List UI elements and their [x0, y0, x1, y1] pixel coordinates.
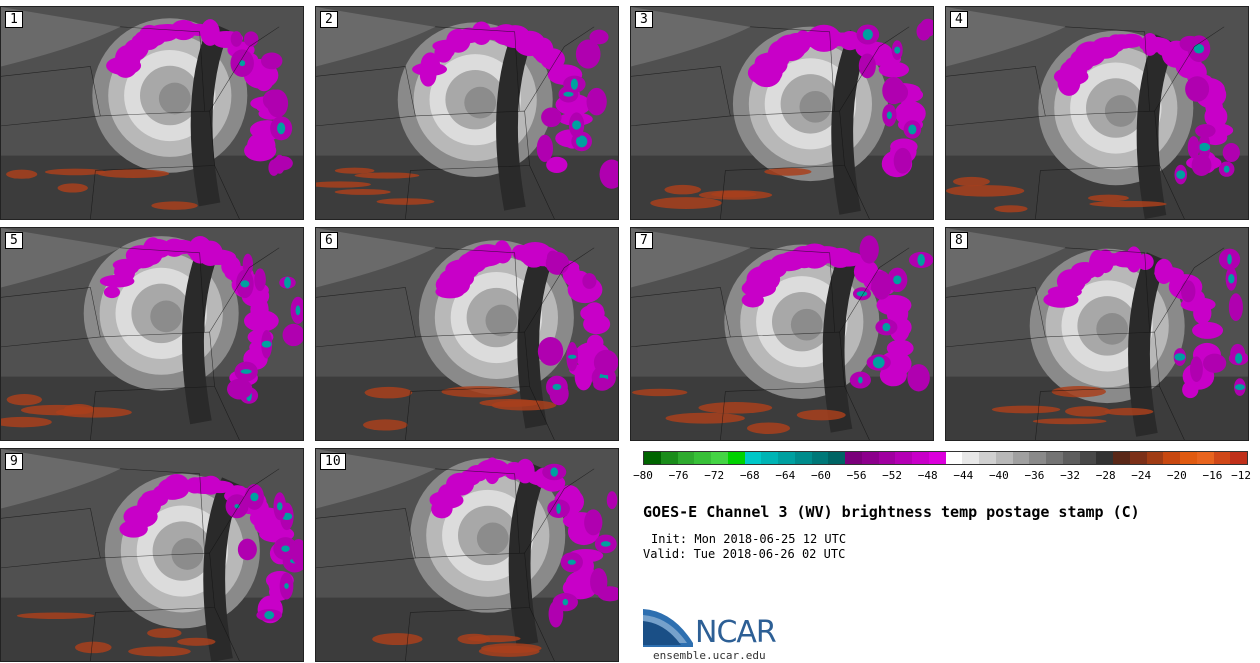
- colorbar-swatch: [644, 452, 661, 464]
- colorbar-swatch: [727, 452, 745, 464]
- panel-10: 10: [315, 448, 619, 662]
- colorbar-swatch: [1079, 452, 1097, 464]
- colorbar-tick-label: −32: [1060, 469, 1080, 482]
- colorbar-swatch: [1129, 452, 1147, 464]
- colorbar-swatch: [979, 452, 996, 464]
- colorbar-tick-label: −52: [882, 469, 903, 482]
- panel-number: 10: [320, 453, 346, 470]
- colorbar-tick-label: −72: [704, 469, 725, 482]
- colorbar-swatch: [878, 452, 896, 464]
- colorbar: [643, 451, 1248, 465]
- satellite-map: [631, 7, 933, 219]
- colorbar-swatch: [1146, 452, 1164, 464]
- satellite-map: [316, 449, 618, 661]
- colorbar-swatch: [861, 452, 879, 464]
- colorbar-swatch: [1196, 452, 1214, 464]
- colorbar-tick-label: −40: [988, 469, 1009, 482]
- panel-number: 4: [950, 11, 968, 28]
- satellite-map: [946, 7, 1248, 219]
- satellite-map: [316, 228, 618, 440]
- satellite-map: [631, 228, 933, 440]
- colorbar-swatch: [1163, 452, 1180, 464]
- panel-4: 4: [945, 6, 1249, 220]
- colorbar-swatch: [912, 452, 929, 464]
- colorbar-tick-label: −76: [668, 469, 689, 482]
- colorbar-swatch: [1180, 452, 1197, 464]
- colorbar-swatch: [1046, 452, 1063, 464]
- panel-2: 2: [315, 6, 619, 220]
- ncar-swoosh-icon: [643, 609, 693, 647]
- panel-8: 8: [945, 227, 1249, 441]
- panel-number: 8: [950, 232, 968, 249]
- colorbar-swatch: [995, 452, 1013, 464]
- colorbar-swatch: [677, 452, 695, 464]
- colorbar-tick-label: −64: [775, 469, 796, 482]
- colorbar-swatch: [794, 452, 812, 464]
- ncar-logo-text: NCAR: [695, 615, 777, 650]
- colorbar-ticks: −80 −76 −72 −68 −64 −60 −56 −52 −48 −44 −40 −36 −32 −…: [633, 469, 1251, 485]
- colorbar-tick-label: −16: [1202, 469, 1223, 482]
- panel-number: 7: [635, 232, 653, 249]
- satellite-map: [1, 449, 303, 661]
- colorbar-swatch: [1113, 452, 1130, 464]
- colorbar-swatch: [1230, 452, 1247, 464]
- colorbar-swatch: [1062, 452, 1080, 464]
- init-time: Init: Mon 2018-06-25 12 UTC: [651, 532, 847, 546]
- panel-number: 9: [5, 453, 23, 470]
- colorbar-tick-label: −12: [1231, 469, 1251, 482]
- colorbar-swatch: [962, 452, 979, 464]
- colorbar-swatch: [761, 452, 778, 464]
- panel-number: 6: [320, 232, 338, 249]
- panel-6: 6: [315, 227, 619, 441]
- satellite-map: [1, 7, 303, 219]
- figure-title: GOES-E Channel 3 (WV) brightness temp po…: [643, 503, 1140, 521]
- colorbar-swatch: [895, 452, 912, 464]
- colorbar-tick-label: −20: [1166, 469, 1187, 482]
- satellite-map: [946, 228, 1248, 440]
- panel-7: 7: [630, 227, 934, 441]
- colorbar-tick-label: −60: [811, 469, 831, 482]
- satellite-map: [316, 7, 618, 219]
- colorbar-swatch: [1213, 452, 1231, 464]
- colorbar-tick-label: −36: [1024, 469, 1045, 482]
- site-url[interactable]: ensemble.ucar.edu: [653, 649, 766, 662]
- panel-1: 1: [0, 6, 304, 220]
- colorbar-swatch: [694, 452, 711, 464]
- colorbar-swatch: [1029, 452, 1046, 464]
- colorbar-swatch: [1096, 452, 1113, 464]
- colorbar-swatch: [928, 452, 946, 464]
- panel-3: 3: [630, 6, 934, 220]
- colorbar-tick-label: −68: [739, 469, 760, 482]
- panel-number: 2: [320, 11, 338, 28]
- colorbar-tick-label: −80: [633, 469, 653, 482]
- colorbar-swatch: [711, 452, 728, 464]
- colorbar-tick-label: −48: [917, 469, 938, 482]
- colorbar-swatch: [778, 452, 795, 464]
- colorbar-swatch: [1012, 452, 1030, 464]
- colorbar-swatch: [845, 452, 862, 464]
- colorbar-swatch: [660, 452, 678, 464]
- panel-number: 1: [5, 11, 23, 28]
- valid-time: Valid: Tue 2018-06-26 02 UTC: [643, 547, 846, 561]
- panel-number: 3: [635, 11, 653, 28]
- panel-9: 9: [0, 448, 304, 662]
- colorbar-tick-label: −24: [1131, 469, 1152, 482]
- colorbar-tick-label: −28: [1095, 469, 1116, 482]
- colorbar-swatch: [945, 452, 963, 464]
- panel-number: 5: [5, 232, 23, 249]
- colorbar-swatch: [828, 452, 845, 464]
- colorbar-tick-label: −44: [953, 469, 974, 482]
- panel-5: 5: [0, 227, 304, 441]
- colorbar-tick-label: −56: [846, 469, 867, 482]
- ncar-logo[interactable]: NCAR: [643, 607, 803, 652]
- colorbar-swatch: [744, 452, 762, 464]
- satellite-map: [1, 228, 303, 440]
- colorbar-swatch: [811, 452, 829, 464]
